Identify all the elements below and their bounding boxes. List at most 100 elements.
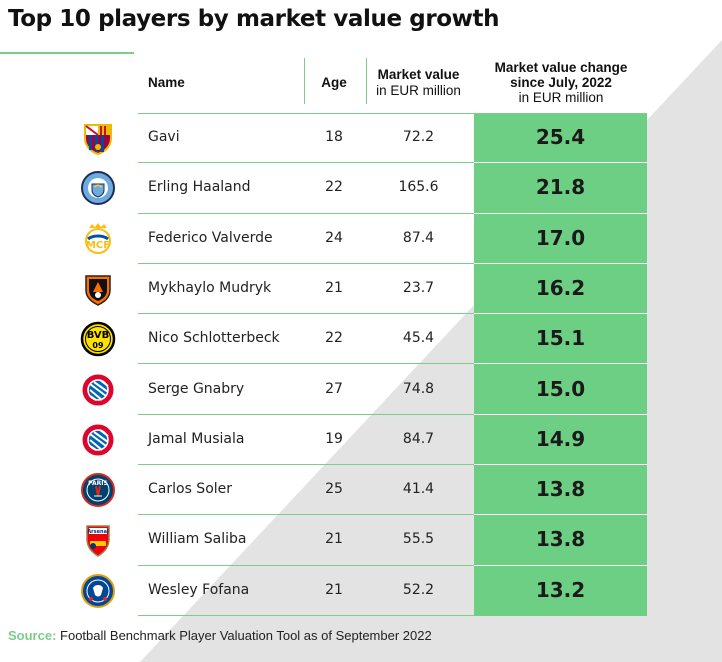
change-column-highlight <box>474 113 647 616</box>
player-age: 22 <box>325 179 343 196</box>
row-separator-green <box>474 363 647 365</box>
player-name: Nico Schlotterbeck <box>148 330 280 347</box>
table-row: Erling Haaland 22 165.6 21.8 <box>0 163 722 214</box>
row-separator <box>138 413 474 415</box>
arsenal-crest-icon: Arsenal <box>80 522 116 558</box>
psg-crest-icon: PARIS <box>80 472 116 508</box>
player-age: 21 <box>325 581 343 598</box>
header-change: Market value change since July, 2022 in … <box>476 60 646 105</box>
player-name: William Saliba <box>148 531 247 548</box>
row-separator <box>138 262 474 264</box>
player-name: Mykhaylo Mudryk <box>148 279 272 296</box>
header-change-line1: Market value change <box>494 60 628 75</box>
row-separator <box>138 564 474 566</box>
table-row: Mykhaylo Mudryk 21 23.7 16.2 <box>0 264 722 315</box>
table-row: Wesley Fofana 21 52.2 13.2 <box>0 566 722 616</box>
player-value-change: 15.1 <box>535 326 586 351</box>
player-name: Federico Valverde <box>148 229 273 246</box>
player-value-change: 15.0 <box>535 376 586 401</box>
header-divider-1 <box>304 58 305 104</box>
player-age: 25 <box>325 481 343 498</box>
header-market-value-label: Market value <box>377 67 460 82</box>
header-change-line2: since July, 2022 <box>510 75 612 90</box>
row-separator-green <box>474 564 647 566</box>
bayern-munich-crest-icon <box>80 422 116 458</box>
row-separator <box>138 212 474 214</box>
row-separator-green <box>474 212 647 214</box>
player-market-value: 87.4 <box>402 229 435 246</box>
player-value-change: 13.8 <box>535 477 586 502</box>
shakhtar-donetsk-crest-icon <box>80 271 116 307</box>
player-value-change: 25.4 <box>535 125 586 149</box>
svg-text:09: 09 <box>92 341 104 350</box>
title-underline <box>0 52 134 54</box>
player-age: 18 <box>325 129 343 145</box>
player-name: Serge Gnabry <box>148 380 245 397</box>
row-separator <box>138 464 474 466</box>
player-name: Jamal Musiala <box>148 430 245 447</box>
table-row: BVB 09 Nico Schlotterbeck 22 45.4 15.1 <box>0 314 722 365</box>
table-row: Jamal Musiala 19 84.7 14.9 <box>0 415 722 466</box>
row-separator-green <box>474 514 647 516</box>
row-separator-green <box>474 262 647 264</box>
table-row: Arsenal William Saliba 21 55.5 13.8 <box>0 515 722 566</box>
manchester-city-crest-icon <box>80 170 116 206</box>
source-text: Football Benchmark Player Valuation Tool… <box>60 628 432 643</box>
header-market-value: Market value in EUR million <box>366 67 471 99</box>
row-separator-green <box>474 313 647 315</box>
table-row: PARIS Carlos Soler 25 41.4 13.8 <box>0 465 722 516</box>
chelsea-crest-icon <box>80 573 116 609</box>
player-market-value: 45.4 <box>402 330 435 347</box>
borussia-dortmund-crest-icon: BVB 09 <box>80 321 116 357</box>
player-market-value: 72.2 <box>402 129 435 145</box>
svg-text:BVB: BVB <box>87 330 110 341</box>
player-market-value: 41.4 <box>402 481 435 498</box>
player-age: 27 <box>325 380 343 397</box>
player-value-change: 14.9 <box>535 426 586 451</box>
player-name: Gavi <box>148 129 180 145</box>
row-separator <box>138 363 474 365</box>
player-name: Erling Haaland <box>148 179 251 196</box>
header-name: Name <box>148 75 185 90</box>
player-market-value: 84.7 <box>402 430 435 447</box>
row-separator-green <box>474 162 647 164</box>
source-note: Source: Football Benchmark Player Valuat… <box>8 628 432 643</box>
header-market-value-unit: in EUR million <box>376 83 461 98</box>
player-value-change: 13.8 <box>535 527 586 552</box>
fc-barcelona-crest-icon <box>80 120 116 156</box>
player-name: Carlos Soler <box>148 481 233 498</box>
real-madrid-crest-icon: MCF <box>80 221 116 257</box>
row-separator <box>138 614 474 616</box>
row-separator-green <box>474 464 647 466</box>
player-value-change: 13.2 <box>535 577 586 602</box>
row-separator-green <box>474 413 647 415</box>
svg-text:MCF: MCF <box>86 240 110 251</box>
player-value-change: 16.2 <box>535 275 586 300</box>
row-separator <box>138 514 474 516</box>
header-divider-2 <box>366 58 367 104</box>
player-age: 22 <box>325 330 343 347</box>
player-age: 24 <box>325 229 343 246</box>
header-change-unit: in EUR million <box>518 90 604 105</box>
player-age: 21 <box>325 279 343 296</box>
player-market-value: 23.7 <box>402 279 435 296</box>
player-age: 19 <box>325 430 343 447</box>
row-separator <box>138 162 474 164</box>
player-name: Wesley Fofana <box>148 581 250 598</box>
player-market-value: 52.2 <box>402 581 435 598</box>
table-row: MCF Federico Valverde 24 87.4 17.0 <box>0 214 722 264</box>
table-top-rule <box>138 113 647 114</box>
table-row: Serge Gnabry 27 74.8 15.0 <box>0 365 722 415</box>
player-value-change: 21.8 <box>535 175 586 200</box>
player-market-value: 55.5 <box>402 531 435 548</box>
player-age: 21 <box>325 531 343 548</box>
chart-title: Top 10 players by market value growth <box>8 6 500 32</box>
player-market-value: 165.6 <box>398 179 439 196</box>
svg-text:PARIS: PARIS <box>88 480 108 487</box>
header-age: Age <box>321 75 347 90</box>
player-market-value: 74.8 <box>402 380 435 397</box>
source-label: Source: <box>8 628 57 643</box>
bayern-munich-crest-icon <box>80 372 116 408</box>
table-row: Gavi 18 72.2 25.4 <box>0 113 722 164</box>
player-value-change: 17.0 <box>535 225 586 250</box>
